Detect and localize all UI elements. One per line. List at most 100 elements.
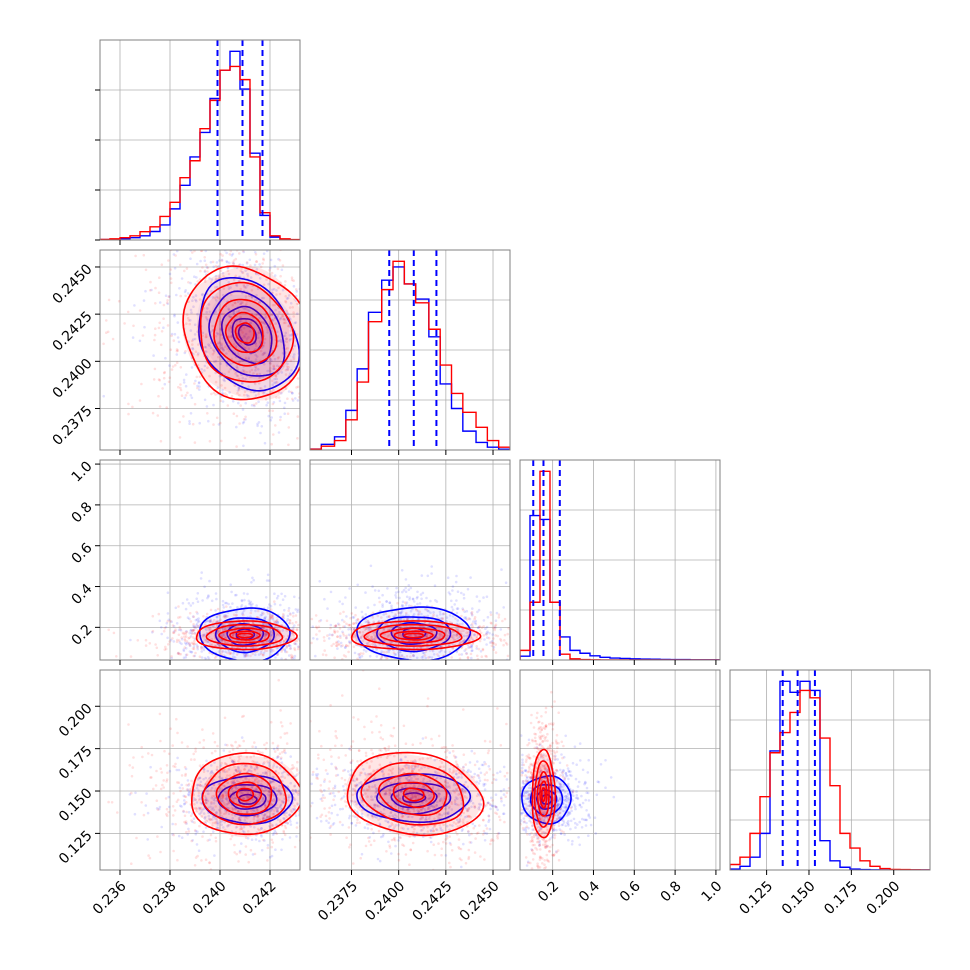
scatter-point: [234, 593, 237, 597]
scatter-point: [232, 759, 236, 762]
scatter-point: [473, 617, 476, 621]
scatter-point: [377, 589, 381, 593]
scatter-point: [211, 324, 214, 328]
scatter-point: [264, 633, 268, 637]
scatter-point: [385, 600, 388, 603]
scatter-point: [305, 365, 308, 368]
scatter-point: [365, 635, 369, 638]
scatter-point: [178, 615, 182, 619]
scatter-point: [324, 392, 327, 395]
scatter-point: [485, 643, 488, 646]
scatter-point: [399, 650, 402, 654]
scatter-point: [179, 388, 183, 392]
scatter-point: [286, 618, 290, 621]
scatter-point: [468, 677, 471, 680]
scatter-point: [395, 586, 398, 590]
scatter-point: [239, 666, 242, 669]
scatter-point: [185, 313, 189, 316]
scatter-point: [327, 376, 330, 379]
scatter-point: [370, 635, 373, 639]
scatter-point: [263, 803, 267, 807]
scatter-point: [464, 648, 468, 651]
scatter-point: [153, 338, 156, 342]
scatter-point: [313, 646, 316, 649]
scatter-point: [187, 319, 191, 322]
scatter-point: [218, 644, 221, 647]
scatter-point: [268, 815, 271, 818]
scatter-point: [347, 623, 351, 627]
scatter-point: [246, 272, 249, 276]
scatter-point: [184, 631, 187, 634]
scatter-point: [241, 250, 245, 253]
scatter-point: [231, 400, 235, 403]
scatter-point: [265, 326, 269, 329]
scatter-point: [318, 629, 321, 633]
scatter-point: [296, 645, 300, 648]
scatter-point: [129, 638, 132, 642]
scatter-point: [342, 654, 346, 657]
scatter-point: [183, 765, 187, 769]
scatter-point: [241, 612, 244, 616]
scatter-point: [330, 334, 333, 337]
scatter-point: [319, 853, 322, 856]
scatter-point: [234, 769, 238, 772]
scatter-point: [175, 640, 179, 644]
scatter-point: [282, 817, 285, 820]
scatter-point: [220, 787, 223, 790]
scatter-point: [235, 653, 239, 656]
scatter-point: [160, 626, 163, 629]
scatter-point: [311, 646, 314, 649]
scatter-point: [420, 656, 424, 659]
scatter-point: [132, 324, 135, 328]
scatter-point: [154, 643, 157, 646]
scatter-point: [191, 642, 195, 646]
scatter-point: [233, 656, 237, 659]
scatter-point: [142, 253, 146, 257]
scatter-point: [256, 210, 259, 213]
scatter-point: [224, 681, 227, 684]
scatter-point: [171, 637, 174, 640]
scatter-point: [229, 642, 232, 645]
scatter-point: [415, 671, 418, 674]
scatter-point: [258, 630, 262, 634]
scatter-point: [279, 640, 283, 644]
scatter-point: [197, 776, 200, 780]
scatter-point: [317, 673, 320, 676]
scatter-point: [430, 572, 433, 575]
scatter-point: [162, 376, 166, 380]
scatter-point: [262, 296, 266, 300]
scatter-point: [338, 743, 341, 746]
scatter-point: [454, 617, 457, 620]
scatter-point: [229, 605, 232, 609]
scatter-point: [241, 369, 245, 372]
scatter-point: [184, 767, 188, 771]
scatter-point: [272, 367, 276, 371]
scatter-point: [185, 830, 188, 834]
scatter-point: [399, 617, 403, 621]
scatter-point: [330, 775, 333, 778]
scatter-point: [273, 357, 277, 361]
scatter-point: [271, 618, 275, 621]
scatter-point: [188, 611, 192, 615]
scatter-point: [224, 601, 227, 605]
scatter-point: [210, 770, 213, 774]
scatter-point: [281, 724, 284, 728]
scatter-point: [248, 240, 251, 243]
scatter-point: [259, 466, 262, 469]
scatter-point: [245, 764, 248, 768]
scatter-point: [198, 375, 202, 379]
scatter-point: [420, 574, 424, 577]
scatter-point: [214, 787, 218, 790]
scatter-point: [279, 736, 283, 739]
scatter-point: [361, 616, 364, 619]
scatter-point: [357, 652, 360, 656]
scatter-point: [229, 651, 232, 655]
scatter-point: [306, 652, 309, 655]
scatter-point: [214, 310, 217, 314]
scatter-point: [270, 854, 274, 858]
scatter-point: [261, 321, 265, 325]
scatter-point: [183, 396, 187, 400]
scatter-point: [258, 340, 262, 343]
scatter-point: [305, 624, 308, 627]
scatter-point: [130, 675, 133, 678]
